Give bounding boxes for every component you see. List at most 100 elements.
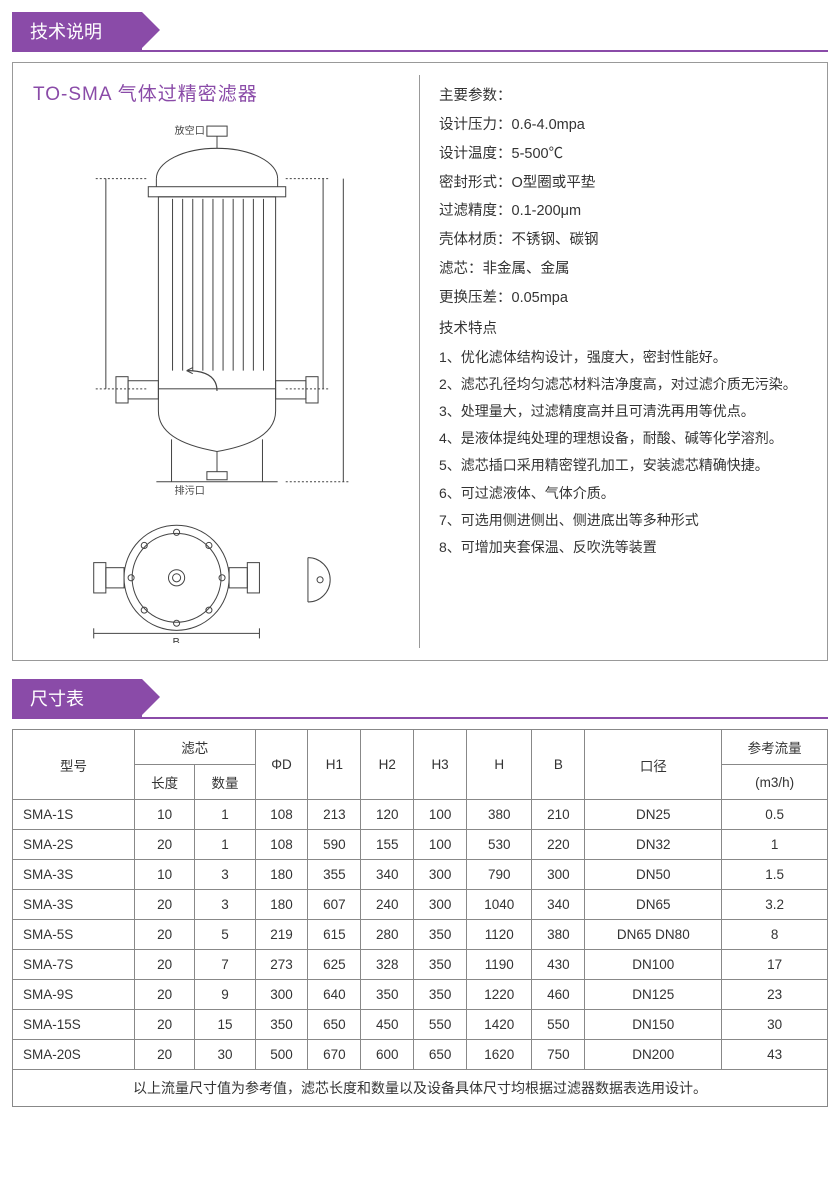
th-h3: H3	[414, 730, 467, 800]
table-cell: DN200	[585, 1040, 722, 1070]
table-cell: 8	[722, 920, 828, 950]
table-cell: SMA-3S	[13, 860, 135, 890]
th-flow-unit: (m3/h)	[722, 765, 828, 800]
table-cell: 20	[134, 830, 194, 860]
table-cell: 355	[308, 860, 361, 890]
table-cell: 550	[414, 1010, 467, 1040]
param-row: 设计温度：5-500℃	[439, 145, 809, 164]
table-cell: 790	[467, 860, 532, 890]
table-cell: 460	[532, 980, 585, 1010]
feature-row: 4、是液体提纯处理的理想设备，耐酸、碱等化学溶剂。	[439, 429, 809, 447]
table-cell: 43	[722, 1040, 828, 1070]
product-title: TO-SMA 气体过精密滤器	[33, 79, 409, 106]
table-footnote: 以上流量尺寸值为参考值，滤芯长度和数量以及设备具体尺寸均根据过滤器数据表选用设计…	[12, 1070, 828, 1107]
table-cell: 1220	[467, 980, 532, 1010]
table-cell: 155	[361, 830, 414, 860]
tech-section-line: 技术说明	[12, 12, 828, 52]
th-phid: ΦD	[255, 730, 308, 800]
svg-text:排污口: 排污口	[175, 484, 205, 497]
table-cell: 600	[361, 1040, 414, 1070]
svg-text:B: B	[173, 636, 180, 643]
feature-row: 3、处理量大，过滤精度高并且可清洗再用等优点。	[439, 402, 809, 420]
param-row: 壳体材质：不锈钢、碳钢	[439, 231, 809, 250]
table-cell: 108	[255, 830, 308, 860]
table-cell: 15	[195, 1010, 255, 1040]
table-cell: 340	[532, 890, 585, 920]
table-cell: 219	[255, 920, 308, 950]
table-cell: 5	[195, 920, 255, 950]
table-cell: 750	[532, 1040, 585, 1070]
table-cell: SMA-9S	[13, 980, 135, 1010]
table-cell: 108	[255, 800, 308, 830]
table-cell: 210	[532, 800, 585, 830]
table-cell: 650	[414, 1040, 467, 1070]
table-cell: 180	[255, 860, 308, 890]
engineering-diagram: 放空口	[25, 118, 409, 648]
table-cell: 100	[414, 800, 467, 830]
spec-box: TO-SMA 气体过精密滤器 放空口	[12, 62, 828, 661]
table-cell: 300	[414, 860, 467, 890]
table-cell: 300	[255, 980, 308, 1010]
th-flow: 参考流量	[722, 730, 828, 765]
table-cell: 9	[195, 980, 255, 1010]
table-cell: 3.2	[722, 890, 828, 920]
table-row: SMA-2S201108590155100530220DN321	[13, 830, 828, 860]
table-cell: 30	[195, 1040, 255, 1070]
table-cell: 650	[308, 1010, 361, 1040]
table-cell: 20	[134, 1010, 194, 1040]
table-cell: 280	[361, 920, 414, 950]
parameters-column: 主要参数： 设计压力：0.6-4.0mpa设计温度：5-500℃密封形式：O型圈…	[425, 75, 815, 648]
table-cell: 380	[532, 920, 585, 950]
table-cell: 350	[361, 980, 414, 1010]
params-heading: 主要参数：	[439, 87, 809, 106]
table-cell: 380	[467, 800, 532, 830]
table-row: SMA-1S101108213120100380210DN250.5	[13, 800, 828, 830]
table-cell: 100	[414, 830, 467, 860]
table-cell: 350	[414, 980, 467, 1010]
table-row: SMA-5S2052196152803501120380DN65 DN808	[13, 920, 828, 950]
param-row: 滤芯：非金属、金属	[439, 260, 809, 279]
table-cell: 550	[532, 1010, 585, 1040]
table-cell: SMA-3S	[13, 890, 135, 920]
table-cell: SMA-2S	[13, 830, 135, 860]
table-cell: 1420	[467, 1010, 532, 1040]
th-filter-qty: 数量	[195, 765, 255, 800]
th-b: B	[532, 730, 585, 800]
table-cell: 350	[255, 1010, 308, 1040]
table-cell: 1.5	[722, 860, 828, 890]
feature-row: 6、可过滤液体、气体介质。	[439, 484, 809, 502]
table-cell: 7	[195, 950, 255, 980]
table-cell: 3	[195, 860, 255, 890]
table-cell: 3	[195, 890, 255, 920]
table-cell: 625	[308, 950, 361, 980]
table-cell: 20	[134, 1040, 194, 1070]
table-cell: SMA-5S	[13, 920, 135, 950]
table-cell: 430	[532, 950, 585, 980]
table-cell: 220	[532, 830, 585, 860]
table-cell: DN65	[585, 890, 722, 920]
table-cell: 30	[722, 1010, 828, 1040]
table-cell: 1	[195, 800, 255, 830]
table-cell: DN125	[585, 980, 722, 1010]
param-row: 过滤精度：0.1-200μm	[439, 202, 809, 221]
table-cell: 300	[414, 890, 467, 920]
th-filter-len: 长度	[134, 765, 194, 800]
table-cell: 17	[722, 950, 828, 980]
svg-text:放空口: 放空口	[175, 124, 205, 137]
param-row: 密封形式：O型圈或平垫	[439, 174, 809, 193]
diagram-column: TO-SMA 气体过精密滤器 放空口	[25, 75, 420, 648]
table-cell: 350	[414, 950, 467, 980]
table-cell: 350	[414, 920, 467, 950]
table-cell: 10	[134, 860, 194, 890]
table-cell: 328	[361, 950, 414, 980]
feature-row: 2、滤芯孔径均匀滤芯材料洁净度高，对过滤介质无污染。	[439, 375, 809, 393]
table-row: SMA-15S20153506504505501420550DN15030	[13, 1010, 828, 1040]
table-cell: 20	[134, 950, 194, 980]
table-cell: SMA-7S	[13, 950, 135, 980]
table-cell: 23	[722, 980, 828, 1010]
table-cell: 607	[308, 890, 361, 920]
table-cell: DN50	[585, 860, 722, 890]
table-row: SMA-3S103180355340300790300DN501.5	[13, 860, 828, 890]
table-cell: 20	[134, 980, 194, 1010]
table-cell: 450	[361, 1010, 414, 1040]
